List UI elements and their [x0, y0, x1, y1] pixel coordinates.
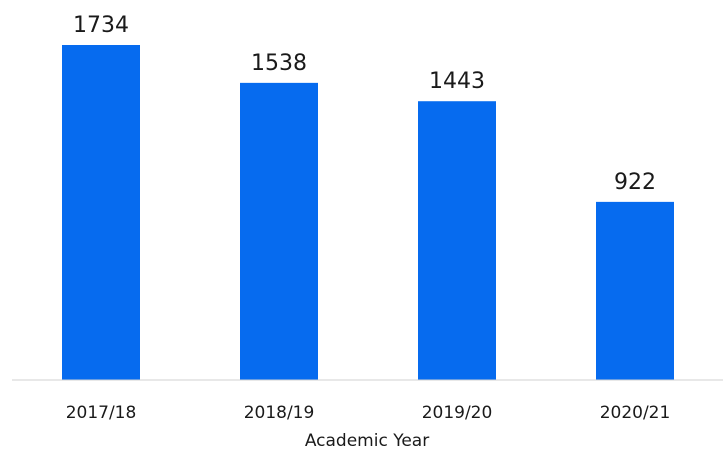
bars-group: [62, 45, 674, 380]
bar-2019-20: [418, 101, 496, 380]
bar-2020-21: [596, 201, 674, 380]
x-tick-label: 2017/18: [66, 403, 137, 423]
x-tick-label: 2020/21: [600, 403, 671, 423]
data-label: 1734: [73, 13, 129, 38]
data-label: 1443: [429, 69, 485, 94]
bar-2018-19: [240, 82, 318, 380]
data-labels-group: 1734 1538 1443 922: [73, 13, 656, 195]
x-tick-label: 2018/19: [244, 403, 315, 423]
bar-2017-18: [62, 45, 140, 380]
x-axis-title: Academic Year: [305, 431, 429, 451]
data-label: 922: [614, 170, 656, 195]
x-tick-labels-group: 2017/18 2018/19 2019/20 2020/21: [66, 403, 671, 423]
data-label: 1538: [251, 51, 307, 76]
x-tick-label: 2019/20: [422, 403, 493, 423]
